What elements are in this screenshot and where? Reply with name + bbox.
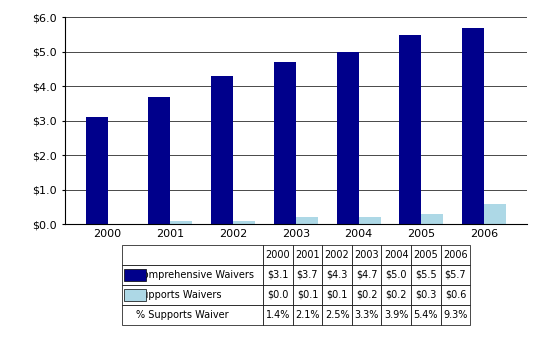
Bar [359, 217, 381, 224]
Bar [337, 52, 359, 224]
Bar [171, 221, 192, 224]
Bar [462, 28, 484, 224]
Bar [421, 214, 443, 224]
Bar [274, 62, 296, 224]
Bar [400, 34, 421, 224]
Bar [484, 204, 506, 224]
Bar [233, 221, 255, 224]
Bar [86, 117, 108, 224]
Bar [296, 217, 318, 224]
Bar [211, 76, 233, 224]
Bar [148, 97, 171, 224]
